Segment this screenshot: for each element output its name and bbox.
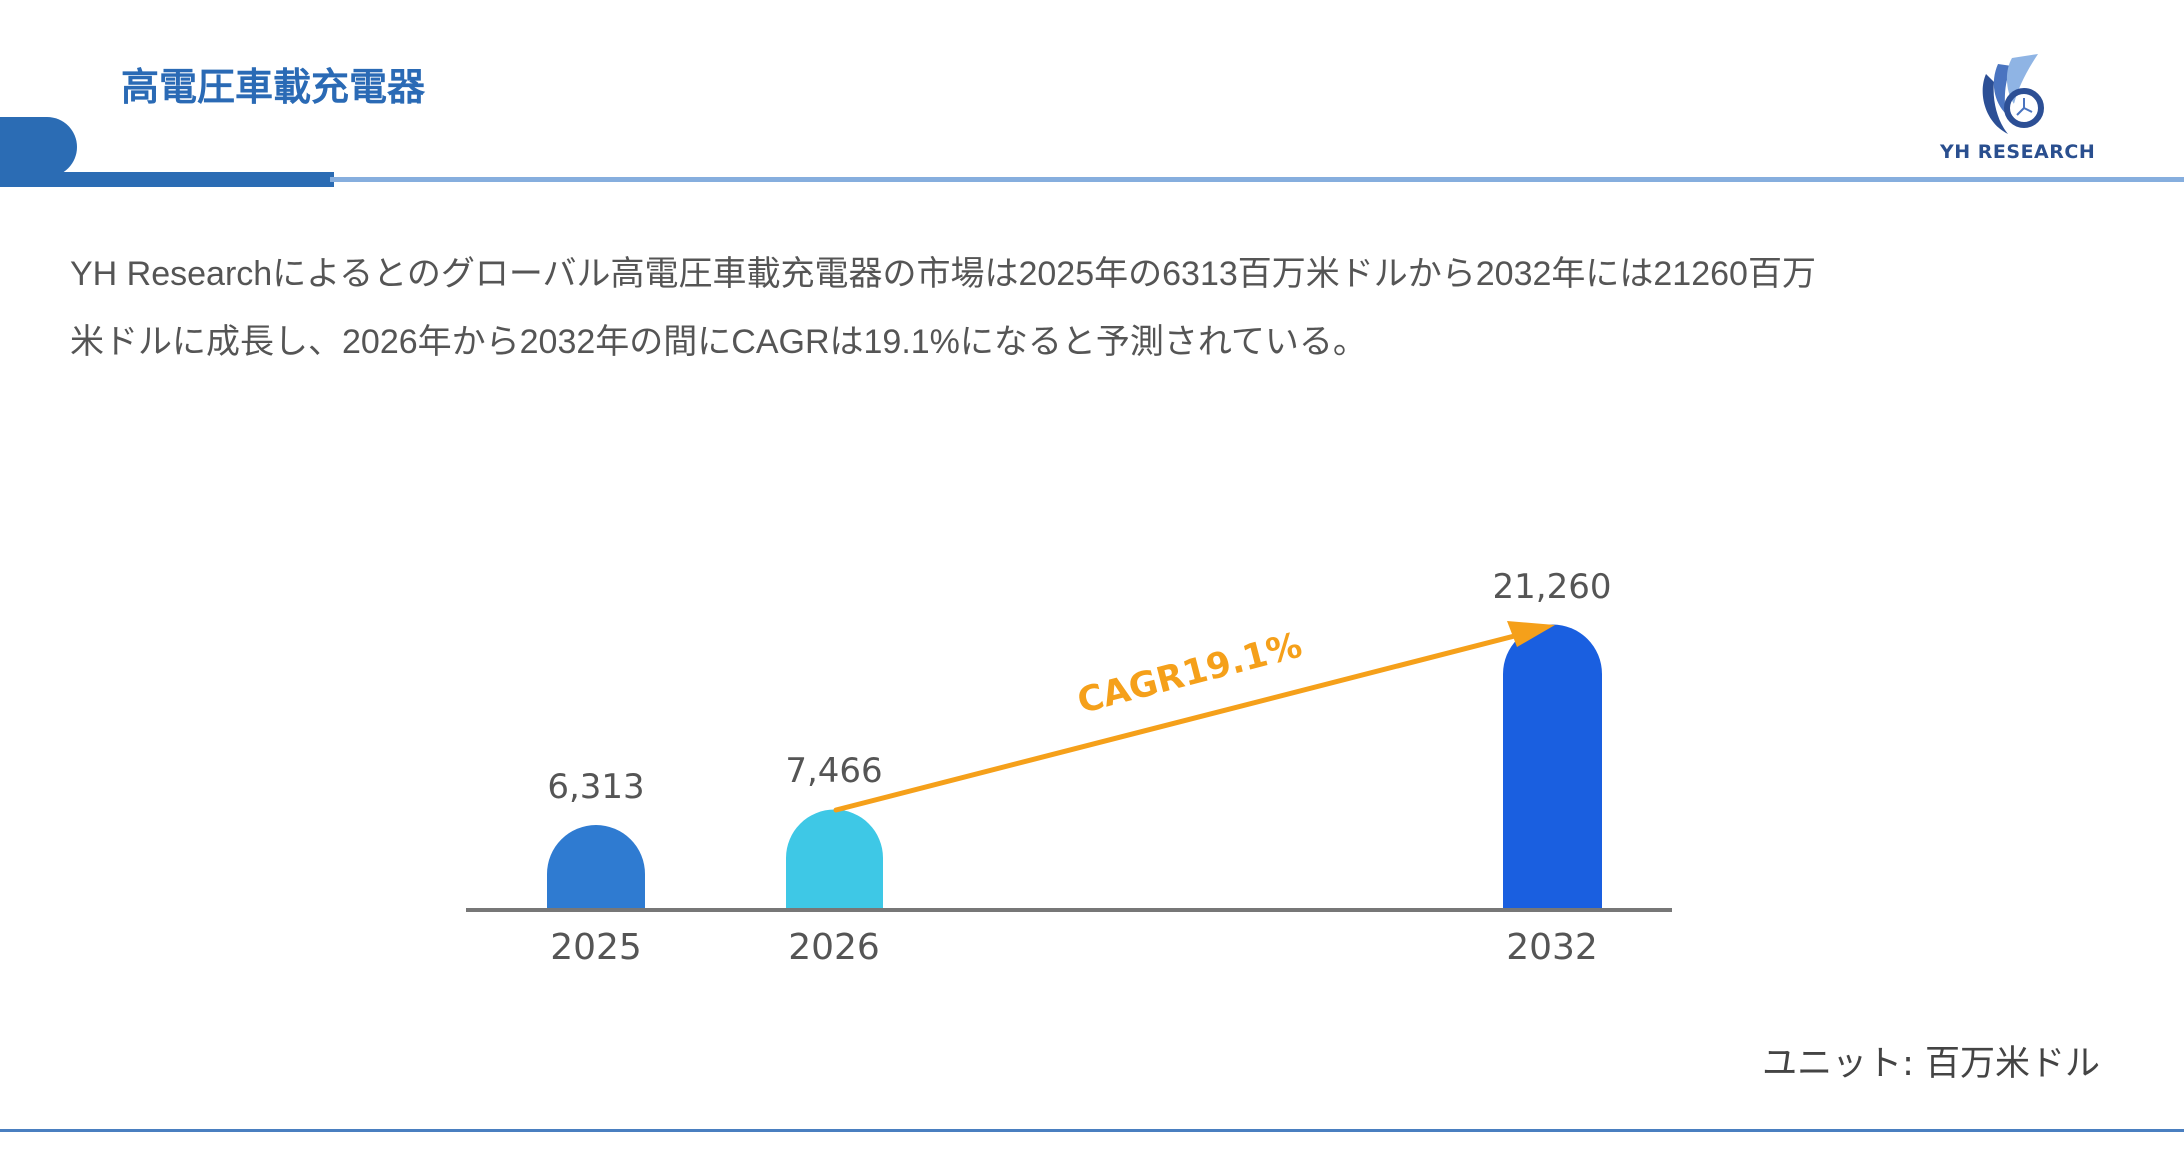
header-thick-bar xyxy=(0,172,334,187)
summary-line-2: 米ドルに成長し、2026年から2032年の間にCAGRは19.1%になると予測さ… xyxy=(70,323,1367,361)
category-label-2025: 2025 xyxy=(550,927,642,968)
market-summary: YH Researchによるとのグローバル高電圧車載充電器の市場は2025年の6… xyxy=(70,240,2120,376)
yh-research-logo: YH RESEARCH xyxy=(1940,50,2095,170)
bar-2026 xyxy=(786,809,883,910)
footer-divider-line xyxy=(0,1129,2184,1132)
bar-2032 xyxy=(1503,624,1602,910)
header-tab-decoration xyxy=(0,117,77,177)
value-label-2032: 21,260 xyxy=(1492,567,1612,607)
category-label-2026: 2026 xyxy=(788,927,880,968)
summary-line-1: YH Researchによるとのグローバル高電圧車載充電器の市場は2025年の6… xyxy=(70,255,1816,293)
logo-text: YH RESEARCH xyxy=(1940,141,2096,163)
cagr-arrow-line xyxy=(833,629,1533,813)
category-label-2032: 2032 xyxy=(1506,927,1598,968)
unit-label: ユニット: 百万米ドル xyxy=(1762,1044,2100,1084)
header-divider-line xyxy=(330,177,2184,182)
cagr-arrow-head xyxy=(1507,621,1555,647)
bar-2025 xyxy=(547,825,645,910)
value-label-2025: 6,313 xyxy=(547,767,645,807)
page-title: 高電圧車載充電器 xyxy=(121,65,426,109)
value-label-2026: 7,466 xyxy=(785,751,883,791)
yh-research-logo-icon xyxy=(1982,54,2044,134)
